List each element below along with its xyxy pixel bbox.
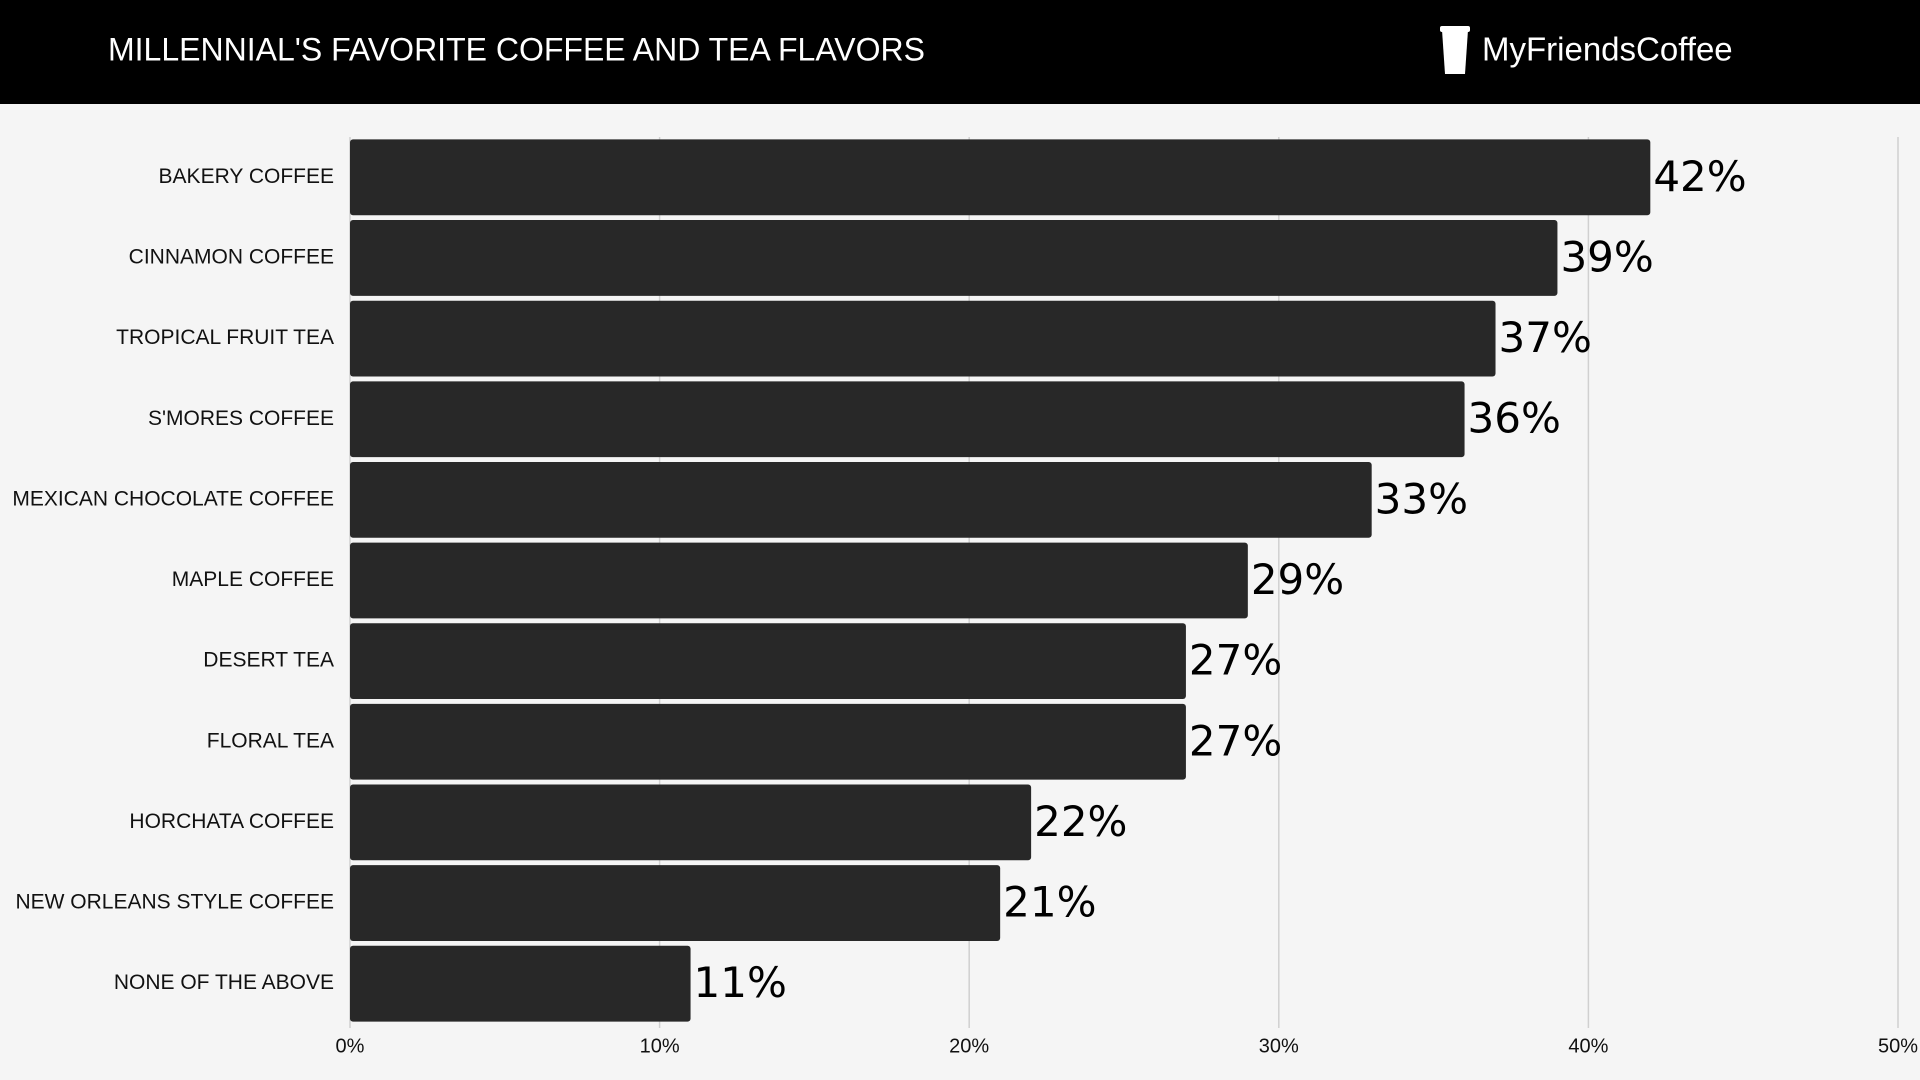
value-label: 27% bbox=[1189, 636, 1282, 685]
category-label: DESERT TEA bbox=[203, 649, 334, 672]
x-tick-label: 50% bbox=[1878, 1035, 1918, 1057]
bar bbox=[350, 220, 1558, 296]
chart-title: MILLENNIAL'S FAVORITE COFFEE AND TEA FLA… bbox=[108, 31, 925, 67]
x-tick-label: 0% bbox=[336, 1035, 365, 1057]
bar bbox=[350, 461, 1372, 538]
logo-lid bbox=[1440, 26, 1470, 32]
value-label: 37% bbox=[1499, 313, 1592, 362]
header-bar bbox=[0, 0, 1920, 104]
logo bbox=[1440, 26, 1470, 74]
value-label: 42% bbox=[1653, 152, 1746, 201]
category-label: MAPLE COFFEE bbox=[172, 568, 334, 591]
value-label: 22% bbox=[1034, 797, 1127, 846]
category-label: FLORAL TEA bbox=[207, 729, 334, 752]
value-label: 21% bbox=[1003, 878, 1096, 927]
value-label: 33% bbox=[1375, 474, 1468, 523]
value-label: 39% bbox=[1560, 232, 1653, 281]
category-label: NEW ORLEANS STYLE COFFEE bbox=[15, 891, 334, 914]
brand: MyFriendsCoffee bbox=[1482, 31, 1733, 68]
value-label: 11% bbox=[694, 958, 787, 1007]
logo-cup bbox=[1442, 30, 1468, 74]
x-tick-label: 40% bbox=[1568, 1035, 1608, 1057]
bar bbox=[350, 300, 1496, 377]
category-label: TROPICAL FRUIT TEA bbox=[116, 326, 334, 349]
value-label: 29% bbox=[1251, 555, 1344, 604]
bar bbox=[350, 381, 1465, 458]
bar bbox=[350, 623, 1186, 700]
value-label: 36% bbox=[1468, 394, 1561, 443]
x-tick-label: 30% bbox=[1259, 1035, 1299, 1057]
category-label: S'MORES COFFEE bbox=[148, 407, 334, 430]
category-label: HORCHATA COFFEE bbox=[129, 810, 334, 833]
bar bbox=[350, 945, 691, 1022]
value-label: 27% bbox=[1189, 716, 1282, 765]
category-label: NONE OF THE ABOVE bbox=[114, 971, 334, 994]
bar bbox=[350, 542, 1248, 619]
bar bbox=[350, 703, 1186, 780]
x-tick-label: 10% bbox=[640, 1035, 680, 1057]
bar bbox=[350, 139, 1651, 216]
category-label: MEXICAN CHOCOLATE COFFEE bbox=[12, 487, 334, 510]
category-label: CINNAMON COFFEE bbox=[129, 246, 334, 269]
bar bbox=[350, 865, 1001, 941]
x-tick-label: 20% bbox=[949, 1035, 989, 1057]
category-label: BAKERY COFFEE bbox=[159, 165, 334, 188]
bar bbox=[350, 784, 1032, 861]
